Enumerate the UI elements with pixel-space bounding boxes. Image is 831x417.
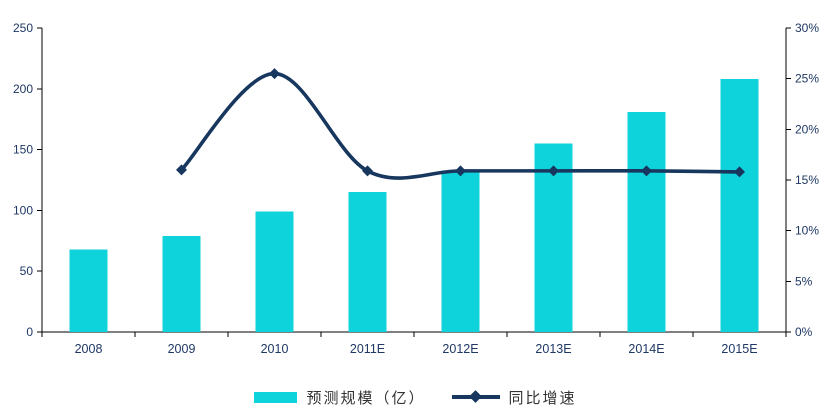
right-axis-tick-label: 20%	[795, 122, 819, 136]
line-series-label: 同比增速	[508, 390, 577, 407]
right-axis-tick-label: 30%	[795, 21, 819, 35]
bar	[348, 192, 387, 332]
left-axis-tick-label: 50	[20, 264, 34, 278]
x-axis-category-label: 2010	[261, 342, 289, 356]
left-axis-tick-label: 200	[13, 82, 33, 96]
x-axis-category-label: 2012E	[442, 342, 478, 356]
right-axis-tick-label: 0%	[795, 325, 813, 339]
bar	[69, 249, 108, 332]
line-series-swatch	[451, 390, 500, 403]
legend-item-bars: 预测规模（亿）	[254, 387, 425, 408]
left-axis-tick-label: 0	[26, 325, 33, 339]
line-series	[176, 68, 745, 180]
x-axis-category-label: 2009	[168, 342, 196, 356]
bar	[720, 79, 759, 333]
chart-legend: 预测规模（亿） 同比增速	[0, 384, 831, 410]
bar	[255, 211, 294, 332]
diamond-marker-icon	[176, 164, 187, 176]
x-axis-category-label: 2008	[75, 342, 103, 356]
bar-series	[69, 79, 759, 333]
right-axis-tick-label: 10%	[795, 224, 819, 238]
left-axis-tick-label: 250	[13, 21, 33, 35]
diamond-marker-icon	[734, 166, 745, 178]
diamond-marker-icon	[468, 390, 482, 403]
bar-series-swatch	[254, 391, 298, 403]
bar	[441, 170, 480, 332]
legend-item-line: 同比增速	[451, 387, 577, 408]
x-axis-category-label: 2014E	[628, 342, 664, 356]
right-axis: 0% 5% 10% 15% 20% 25% 30%	[786, 21, 819, 339]
diamond-marker-icon	[641, 165, 652, 177]
diamond-marker-icon	[269, 68, 280, 80]
axes	[41, 28, 787, 333]
left-axis: 0 50 100 150 200 250	[13, 21, 42, 339]
bar	[627, 111, 666, 333]
x-axis-category-label: 2011E	[350, 342, 385, 356]
x-axis-category-label: 2013E	[535, 342, 571, 356]
x-axis: 2008 2009 2010 2011E 2012E 2013E 2014E 2015E	[41, 332, 787, 356]
bar-series-label: 预测规模（亿）	[306, 390, 426, 407]
right-axis-tick-label: 25%	[795, 72, 819, 86]
x-axis-category-label: 2015E	[721, 342, 757, 356]
right-axis-tick-label: 5%	[795, 274, 813, 288]
left-axis-tick-label: 150	[13, 143, 33, 157]
diamond-marker-icon	[362, 165, 373, 177]
diamond-marker-icon	[455, 165, 466, 177]
left-axis-tick-label: 100	[13, 203, 33, 217]
right-axis-tick-label: 15%	[795, 173, 819, 187]
bar	[162, 235, 201, 332]
diamond-marker-icon	[548, 165, 559, 177]
